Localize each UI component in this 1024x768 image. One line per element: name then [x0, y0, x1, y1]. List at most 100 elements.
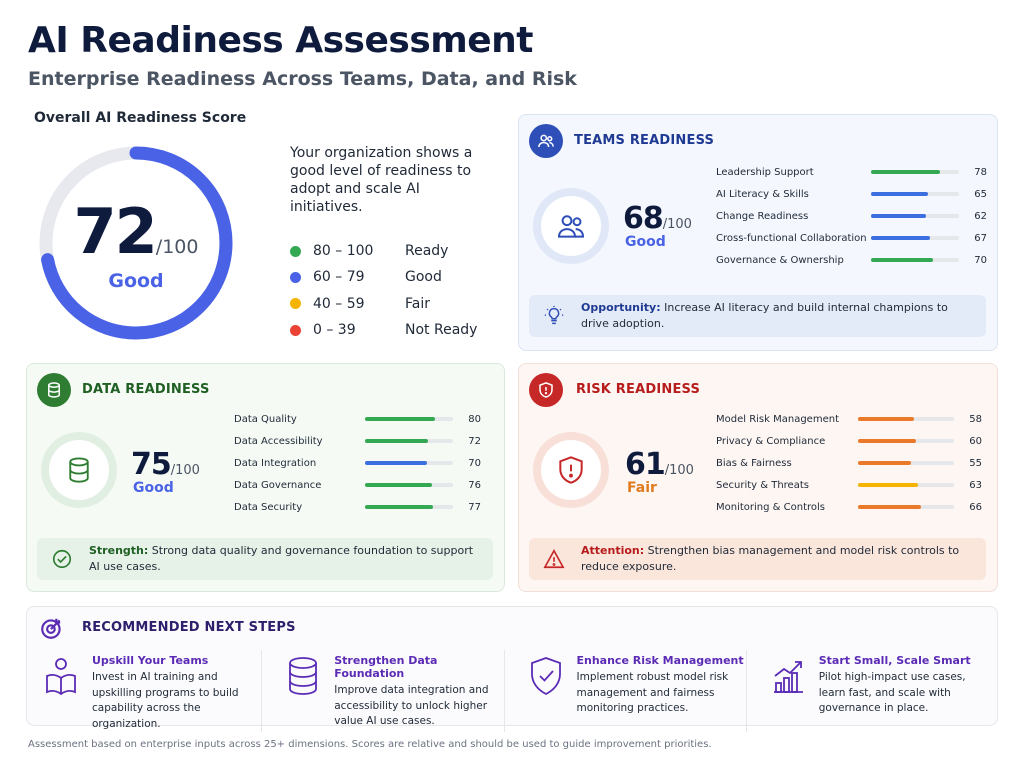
metric-bar-track	[365, 483, 453, 487]
risk-attention-callout: Attention: Strengthen bias management an…	[529, 538, 986, 580]
check-circle-icon	[49, 546, 75, 572]
teams-score: 68/100 Good	[623, 201, 692, 250]
data-strength-callout: Strength: Strong data quality and govern…	[37, 538, 493, 580]
risk-icon	[529, 373, 563, 407]
data-score-level: Good	[133, 480, 174, 496]
lightbulb-icon	[541, 303, 567, 329]
risk-card-title: RISK READINESS	[576, 382, 701, 397]
book-person-icon	[46, 658, 76, 696]
metric-bar-track	[858, 417, 954, 421]
legend-row: 60 – 79 Good	[290, 264, 500, 290]
metric-bar-track	[871, 170, 959, 174]
metric-value: 63	[969, 479, 982, 491]
overall-score-value: 72/100	[36, 195, 236, 268]
data-score-number: 75	[131, 447, 172, 482]
metric-label: Data Security	[234, 501, 303, 513]
step-title: Start Small, Scale Smart	[818, 654, 971, 667]
metric-value: 78	[974, 166, 987, 178]
data-callout-label: Strength:	[89, 544, 149, 557]
legend-row: 80 – 100 Ready	[290, 238, 500, 264]
metric-bar-track	[365, 505, 453, 509]
metric-row: Privacy & Compliance 60	[716, 430, 982, 452]
legend-label: Not Ready	[405, 322, 478, 339]
metric-bar-track	[858, 461, 954, 465]
metric-row: Model Risk Management 58	[716, 408, 982, 430]
next-steps-list: Upskill Your Teams Invest in AI training…	[38, 650, 988, 732]
metric-label: Monitoring & Controls	[716, 501, 825, 513]
metric-bar-fill	[365, 483, 432, 487]
metric-value: 70	[974, 254, 987, 266]
growth-chart-icon	[773, 661, 803, 693]
data-card-title: DATA READINESS	[82, 382, 210, 397]
risk-metrics-list: Model Risk Management 58 Privacy & Complia…	[716, 408, 982, 518]
shield-check-icon	[530, 657, 561, 696]
gauge-progress-arc	[39, 146, 233, 340]
metric-value: 58	[969, 413, 982, 425]
overall-score-gauge	[39, 146, 233, 340]
legend-dot	[290, 298, 301, 310]
data-score-denominator: /100	[170, 463, 200, 478]
score-legend: 80 – 100 Ready 60 – 79 Good 40 – 59 Fair 0 – 3…	[290, 238, 500, 343]
overall-score-denominator: /100	[155, 236, 199, 258]
teams-score-denominator: /100	[662, 217, 692, 232]
warning-triangle-icon	[541, 546, 567, 572]
step-description: Pilot high-impact use cases, learn fast,…	[818, 671, 966, 714]
page-subtitle: Enterprise Readiness Across Teams, Data,…	[28, 68, 577, 90]
metric-label: Leadership Support	[716, 166, 814, 178]
step-title: Strengthen Data Foundation	[334, 654, 438, 680]
overall-description: Your organization shows a good level of …	[290, 145, 473, 215]
metric-bar-track	[871, 214, 959, 218]
metric-bar-fill	[365, 505, 433, 509]
metric-label: Data Governance	[234, 479, 322, 491]
metric-row: Change Readiness 62	[716, 205, 987, 227]
metric-label: AI Literacy & Skills	[716, 188, 809, 200]
legend-label: Good	[405, 269, 442, 286]
legend-range: 60 – 79	[313, 269, 365, 286]
metric-row: Cross-functional Collaboration 67	[716, 227, 987, 249]
step-data-foundation: Strengthen Data Foundation Improve data …	[261, 650, 503, 732]
metric-value: 70	[468, 457, 481, 469]
database-icon	[289, 657, 318, 695]
metric-value: 60	[969, 435, 982, 447]
next-steps-card: RECOMMENDED NEXT STEPS	[26, 606, 998, 726]
data-icon	[37, 373, 71, 407]
data-metrics-list: Data Quality 80 Data Accessibility 72 Data I…	[234, 408, 481, 518]
teams-score-level: Good	[625, 234, 666, 250]
footer-note: Assessment based on enterprise inputs ac…	[28, 739, 712, 750]
teams-callout-label: Opportunity:	[581, 301, 661, 314]
legend-dot	[290, 324, 301, 336]
step-description: Improve data integration and accessibili…	[334, 684, 489, 727]
metric-bar-fill	[858, 439, 916, 443]
metric-row: AI Literacy & Skills 65	[716, 183, 987, 205]
metric-bar-fill	[871, 214, 926, 218]
metric-row: Data Governance 76	[234, 474, 481, 496]
metric-row: Data Accessibility 72	[234, 430, 481, 452]
metric-label: Cross-functional Collaboration	[716, 232, 867, 244]
legend-range: 80 – 100	[313, 243, 374, 260]
data-callout-body: Strong data quality and governance found…	[89, 544, 474, 573]
metric-label: Governance & Ownership	[716, 254, 844, 266]
step-start-small: Start Small, Scale Smart Pilot high-impa…	[745, 650, 988, 732]
step-description: Implement robust model risk management a…	[576, 671, 729, 714]
risk-score: 61/100 Fair	[625, 447, 694, 496]
metric-row: Security & Threats 63	[716, 474, 982, 496]
legend-row: 0 – 39 Not Ready	[290, 317, 500, 343]
next-steps-title: RECOMMENDED NEXT STEPS	[82, 620, 296, 635]
overall-score-number: 72	[73, 195, 158, 268]
legend-range: 0 – 39	[313, 322, 356, 339]
target-icon	[39, 615, 67, 643]
metric-value: 55	[969, 457, 982, 469]
metric-label: Privacy & Compliance	[716, 435, 826, 447]
data-callout-text: Strength: Strong data quality and govern…	[89, 543, 481, 575]
legend-label: Ready	[405, 243, 449, 260]
legend-label: Fair	[405, 295, 430, 312]
metric-value: 65	[974, 188, 987, 200]
risk-score-ring	[533, 432, 609, 508]
teams-card-title: TEAMS READINESS	[574, 133, 715, 148]
metric-row: Bias & Fairness 55	[716, 452, 982, 474]
metric-bar-fill	[858, 505, 922, 509]
data-readiness-card: DATA READINESS 75/100 Good Data Quality 8…	[26, 363, 505, 592]
step-upskill: Upskill Your Teams Invest in AI training…	[38, 650, 261, 732]
risk-score-level: Fair	[627, 480, 657, 496]
teams-readiness-card: TEAMS READINESS 68/100 Good Leadership S…	[518, 114, 998, 351]
